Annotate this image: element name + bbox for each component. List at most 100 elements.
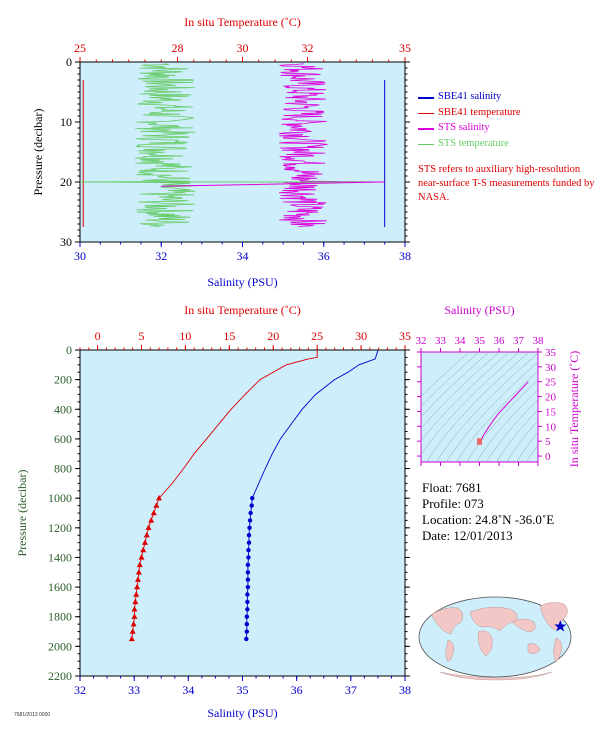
deep-salinity-marker <box>246 555 251 560</box>
deep-temp-tick-label: 0 <box>95 329 101 343</box>
deep-temp-axis-label: In situ Temperature (˚C) <box>184 303 301 317</box>
top-sal-tick-label: 34 <box>237 249 249 263</box>
deep-temp-tick-label: 15 <box>223 329 235 343</box>
deep-temperature-marker <box>135 568 142 575</box>
top-temp-tick-label: 25 <box>74 41 86 55</box>
deep-temperature-marker <box>131 606 138 612</box>
deep-salinity-marker <box>245 577 251 582</box>
ts-temp-tick-label: 35 <box>545 347 557 359</box>
deep-temperature-marker <box>140 546 147 553</box>
land-mass <box>511 618 536 633</box>
legend-label: SBE41 temperature <box>438 106 521 118</box>
top-sal-tick-label: 36 <box>318 249 330 263</box>
density-contour <box>536 459 538 462</box>
deep-pressure-tick-label: 2200 <box>48 669 72 683</box>
deep-temperature-marker <box>153 502 160 508</box>
top-sal-axis-label: Salinity (PSU) <box>207 275 277 289</box>
density-contour <box>496 409 538 462</box>
deep-salinity-marker <box>245 570 251 575</box>
deep-temperature-marker <box>134 583 141 590</box>
ts-temp-tick-label: 20 <box>545 392 557 404</box>
deep-temperature-marker <box>143 531 150 538</box>
ts-curve <box>480 381 529 445</box>
deep-salinity-marker <box>250 495 255 501</box>
deep-salinity-marker <box>245 592 250 597</box>
deep-salinity-marker <box>245 599 250 605</box>
top-pressure-tick-label: 30 <box>60 235 72 249</box>
ts-temp-tick-label: 15 <box>545 406 557 418</box>
deep-salinity-marker <box>247 525 252 531</box>
deep-temperature-marker <box>132 598 139 605</box>
ts-temp-tick-label: 30 <box>545 362 557 374</box>
deep-temperature-marker <box>133 591 140 597</box>
deep-temperature-marker <box>129 628 136 634</box>
deep-pressure-tick-label: 1200 <box>48 521 72 535</box>
deep-temperature-marker <box>136 561 143 568</box>
deep-temperature-marker <box>148 517 155 523</box>
deep-salinity-marker <box>246 547 251 553</box>
deep-temp-tick-label: 35 <box>399 329 411 343</box>
float-info: Float: 7681 Profile: 073 Location: 24.8˚… <box>422 480 554 544</box>
deep-pressure-tick-label: 1600 <box>48 580 72 594</box>
deep-temp-tick-label: 25 <box>311 329 323 343</box>
ts-temp-tick-label: 25 <box>545 377 557 389</box>
top-pressure-tick-label: 0 <box>66 55 72 69</box>
density-contour <box>466 379 538 462</box>
density-contour <box>421 352 500 430</box>
density-contour <box>421 352 520 456</box>
deep-sal-tick-label: 35 <box>237 683 249 697</box>
sts-note: STS refers to auxiliary high-resolution … <box>418 164 595 203</box>
footer-code: 7681/2013 0000 <box>14 712 51 718</box>
ts-sal-tick-label: 38 <box>533 335 545 347</box>
density-contour <box>506 420 538 462</box>
density-contour <box>446 361 538 462</box>
deep-salinity-marker <box>244 621 250 627</box>
density-contour <box>421 352 490 418</box>
deep-temp-tick-label: 30 <box>355 329 367 343</box>
deep-temperature-marker <box>131 613 138 619</box>
deep-pressure-axis-label: Pressure (decibar) <box>15 470 29 557</box>
deep-temperature-marker <box>130 620 137 627</box>
land-mass <box>527 643 541 654</box>
sts-temperature-line <box>84 63 196 227</box>
deep-salinity-marker <box>245 584 251 590</box>
deep-sal-tick-label: 36 <box>291 683 303 697</box>
top-plot-area <box>79 61 406 243</box>
location: Location: 24.8˚N -36.0˚E <box>422 512 555 527</box>
legend-label: STS salinity <box>438 122 490 133</box>
top-temp-tick-label: 28 <box>172 41 184 55</box>
deep-salinity-marker <box>244 614 250 619</box>
land-mass <box>431 607 464 635</box>
density-contours <box>421 352 538 462</box>
density-contour <box>476 389 538 462</box>
deep-sal-tick-label: 32 <box>74 683 86 697</box>
deep-pressure-tick-label: 600 <box>54 432 72 446</box>
deep-salinity-marker <box>248 510 253 516</box>
density-contour <box>421 352 480 407</box>
density-contour <box>486 399 538 462</box>
deep-temperature-marker <box>156 494 163 501</box>
deep-salinity-marker <box>245 607 250 612</box>
deep-salinity-marker <box>247 518 253 523</box>
density-contour <box>456 370 538 462</box>
deep-temperature-marker <box>134 576 141 582</box>
deep-sal-tick-label: 34 <box>182 683 194 697</box>
deep-temperature-marker <box>150 509 157 516</box>
ts-sal-axis-label: Salinity (PSU) <box>444 303 514 317</box>
deep-temp-tick-label: 20 <box>267 329 279 343</box>
legend-label: SBE41 salinity <box>438 91 502 102</box>
deep-temperature-marker <box>145 524 152 531</box>
density-contour <box>436 352 538 462</box>
sts-salinity-line <box>278 63 385 227</box>
density-contour <box>516 431 538 462</box>
land-mass <box>469 606 518 632</box>
ts-deep-cluster <box>477 438 482 445</box>
profile-number: Profile: 073 <box>422 496 484 511</box>
density-contour <box>526 444 538 462</box>
top-temp-axis-label: In situ Temperature (˚C) <box>184 15 301 29</box>
top-pressure-axis-label: Pressure (decibar) <box>31 109 45 196</box>
deep-salinity-marker <box>246 533 252 538</box>
ts-sal-tick-label: 33 <box>435 335 447 347</box>
deep-salinity-marker <box>244 629 250 634</box>
